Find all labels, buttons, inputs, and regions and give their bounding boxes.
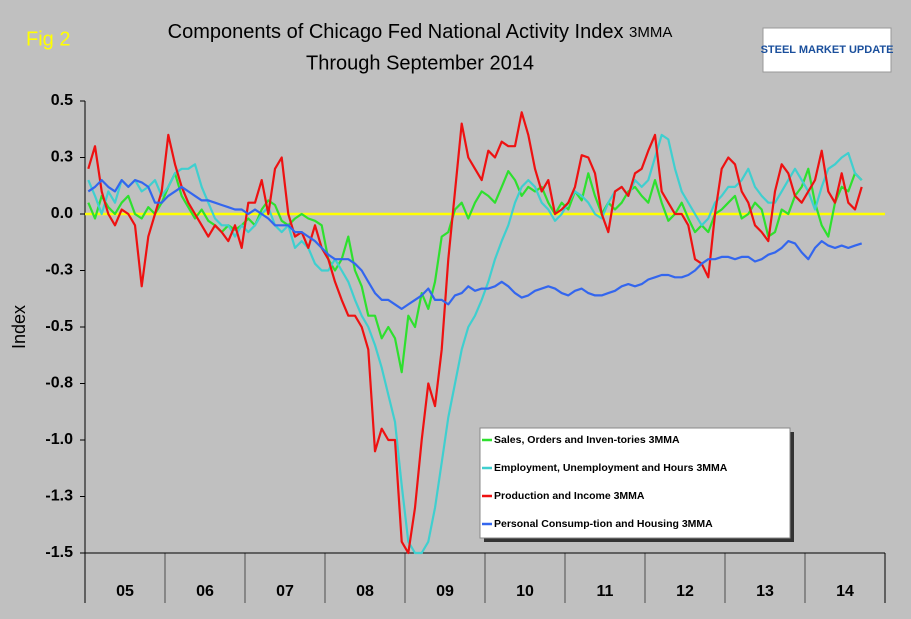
title-main: Components of Chicago Fed National Activ… [168, 21, 624, 43]
y-tick-label: -1.0 [45, 431, 73, 448]
logo-box [762, 27, 892, 73]
x-tick-label: 09 [436, 583, 454, 600]
legend-box [479, 427, 791, 539]
legend-label: Personal Consump-tion and Housing 3MMA [494, 518, 713, 530]
x-tick-label: 11 [597, 583, 614, 600]
y-tick-label: -0.5 [45, 318, 73, 335]
y-tick-label: -1.5 [45, 544, 73, 561]
y-axis-label: Index [9, 305, 29, 349]
x-tick-label: 07 [276, 583, 294, 600]
y-tick-label: 0.5 [51, 92, 73, 109]
y-tick-label: 0.0 [51, 205, 73, 222]
y-tick-label: -0.3 [45, 262, 73, 279]
legend-label: Sales, Orders and Inven-tories 3MMA [494, 434, 680, 446]
x-tick-label: 06 [196, 583, 214, 600]
chart-subtitle: Through September 2014 [306, 52, 534, 74]
figure-label: Fig 2 [26, 28, 70, 50]
x-tick-label: 12 [676, 583, 694, 600]
logo: STEEL MARKET UPDATE [761, 44, 894, 56]
title-suffix: 3MMA [629, 24, 672, 41]
x-tick-label: 14 [836, 583, 854, 600]
y-tick-label: 0.3 [51, 149, 73, 166]
x-tick-label: 13 [756, 583, 774, 600]
series-line [87, 179, 863, 310]
y-tick-label: -0.8 [45, 375, 73, 392]
legend-label: Production and Income 3MMA [494, 490, 645, 502]
y-tick-label: -1.3 [45, 488, 73, 505]
chart-title: Components of Chicago Fed National Activ… [168, 21, 673, 43]
x-tick-label: 05 [116, 583, 134, 600]
x-tick-label: 10 [516, 583, 534, 600]
x-tick-label: 08 [356, 583, 374, 600]
legend-label: Employment, Unemployment and Hours 3MMA [494, 462, 728, 474]
series-line [87, 111, 863, 555]
series-line [87, 133, 863, 555]
